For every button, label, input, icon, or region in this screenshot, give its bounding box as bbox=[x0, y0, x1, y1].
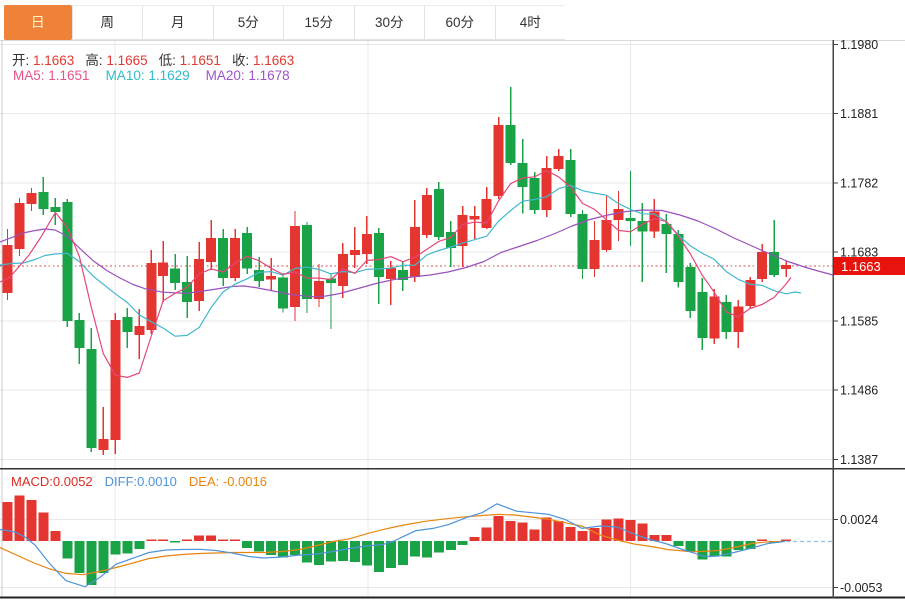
svg-text:1.1387: 1.1387 bbox=[840, 453, 878, 467]
svg-text:-0.0053: -0.0053 bbox=[840, 581, 882, 595]
svg-text:0.0024: 0.0024 bbox=[840, 513, 878, 527]
svg-text:1.1486: 1.1486 bbox=[840, 384, 878, 398]
svg-text:1.1663: 1.1663 bbox=[841, 259, 881, 274]
svg-text:1.1980: 1.1980 bbox=[840, 38, 878, 52]
svg-text:1.1881: 1.1881 bbox=[840, 107, 878, 121]
svg-text:1.1683: 1.1683 bbox=[840, 245, 878, 259]
svg-text:1.1585: 1.1585 bbox=[840, 315, 878, 329]
svg-text:1.1782: 1.1782 bbox=[840, 176, 878, 190]
